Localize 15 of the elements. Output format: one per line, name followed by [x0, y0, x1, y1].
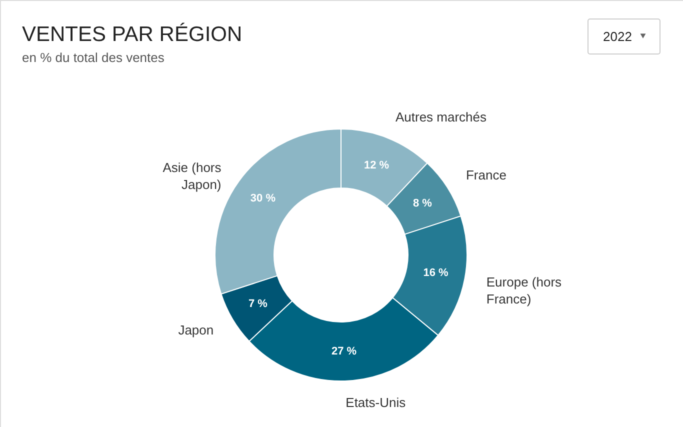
- data-label: 16 %: [423, 267, 449, 280]
- slice-label: Autres marchés: [395, 109, 488, 124]
- data-label: 27 %: [331, 345, 357, 358]
- slice-label: Etats-Unis: [346, 394, 406, 410]
- text: 2022: [603, 29, 632, 44]
- data-label: 30 %: [250, 192, 276, 204]
- data-label: 8 %: [412, 197, 432, 210]
- slice-label: Asie (hors Japon): [162, 160, 222, 192]
- chart-subtitle: en % du total des ventes: [22, 50, 165, 65]
- slice-label: France: [466, 168, 506, 183]
- data-label: 12 %: [364, 159, 390, 172]
- slice-label: Japon: [178, 322, 214, 338]
- chart-title: VENTES PAR RÉGION: [22, 22, 242, 46]
- slice-label: Europe (hors France): [486, 274, 562, 307]
- data-label: 7 %: [248, 298, 268, 310]
